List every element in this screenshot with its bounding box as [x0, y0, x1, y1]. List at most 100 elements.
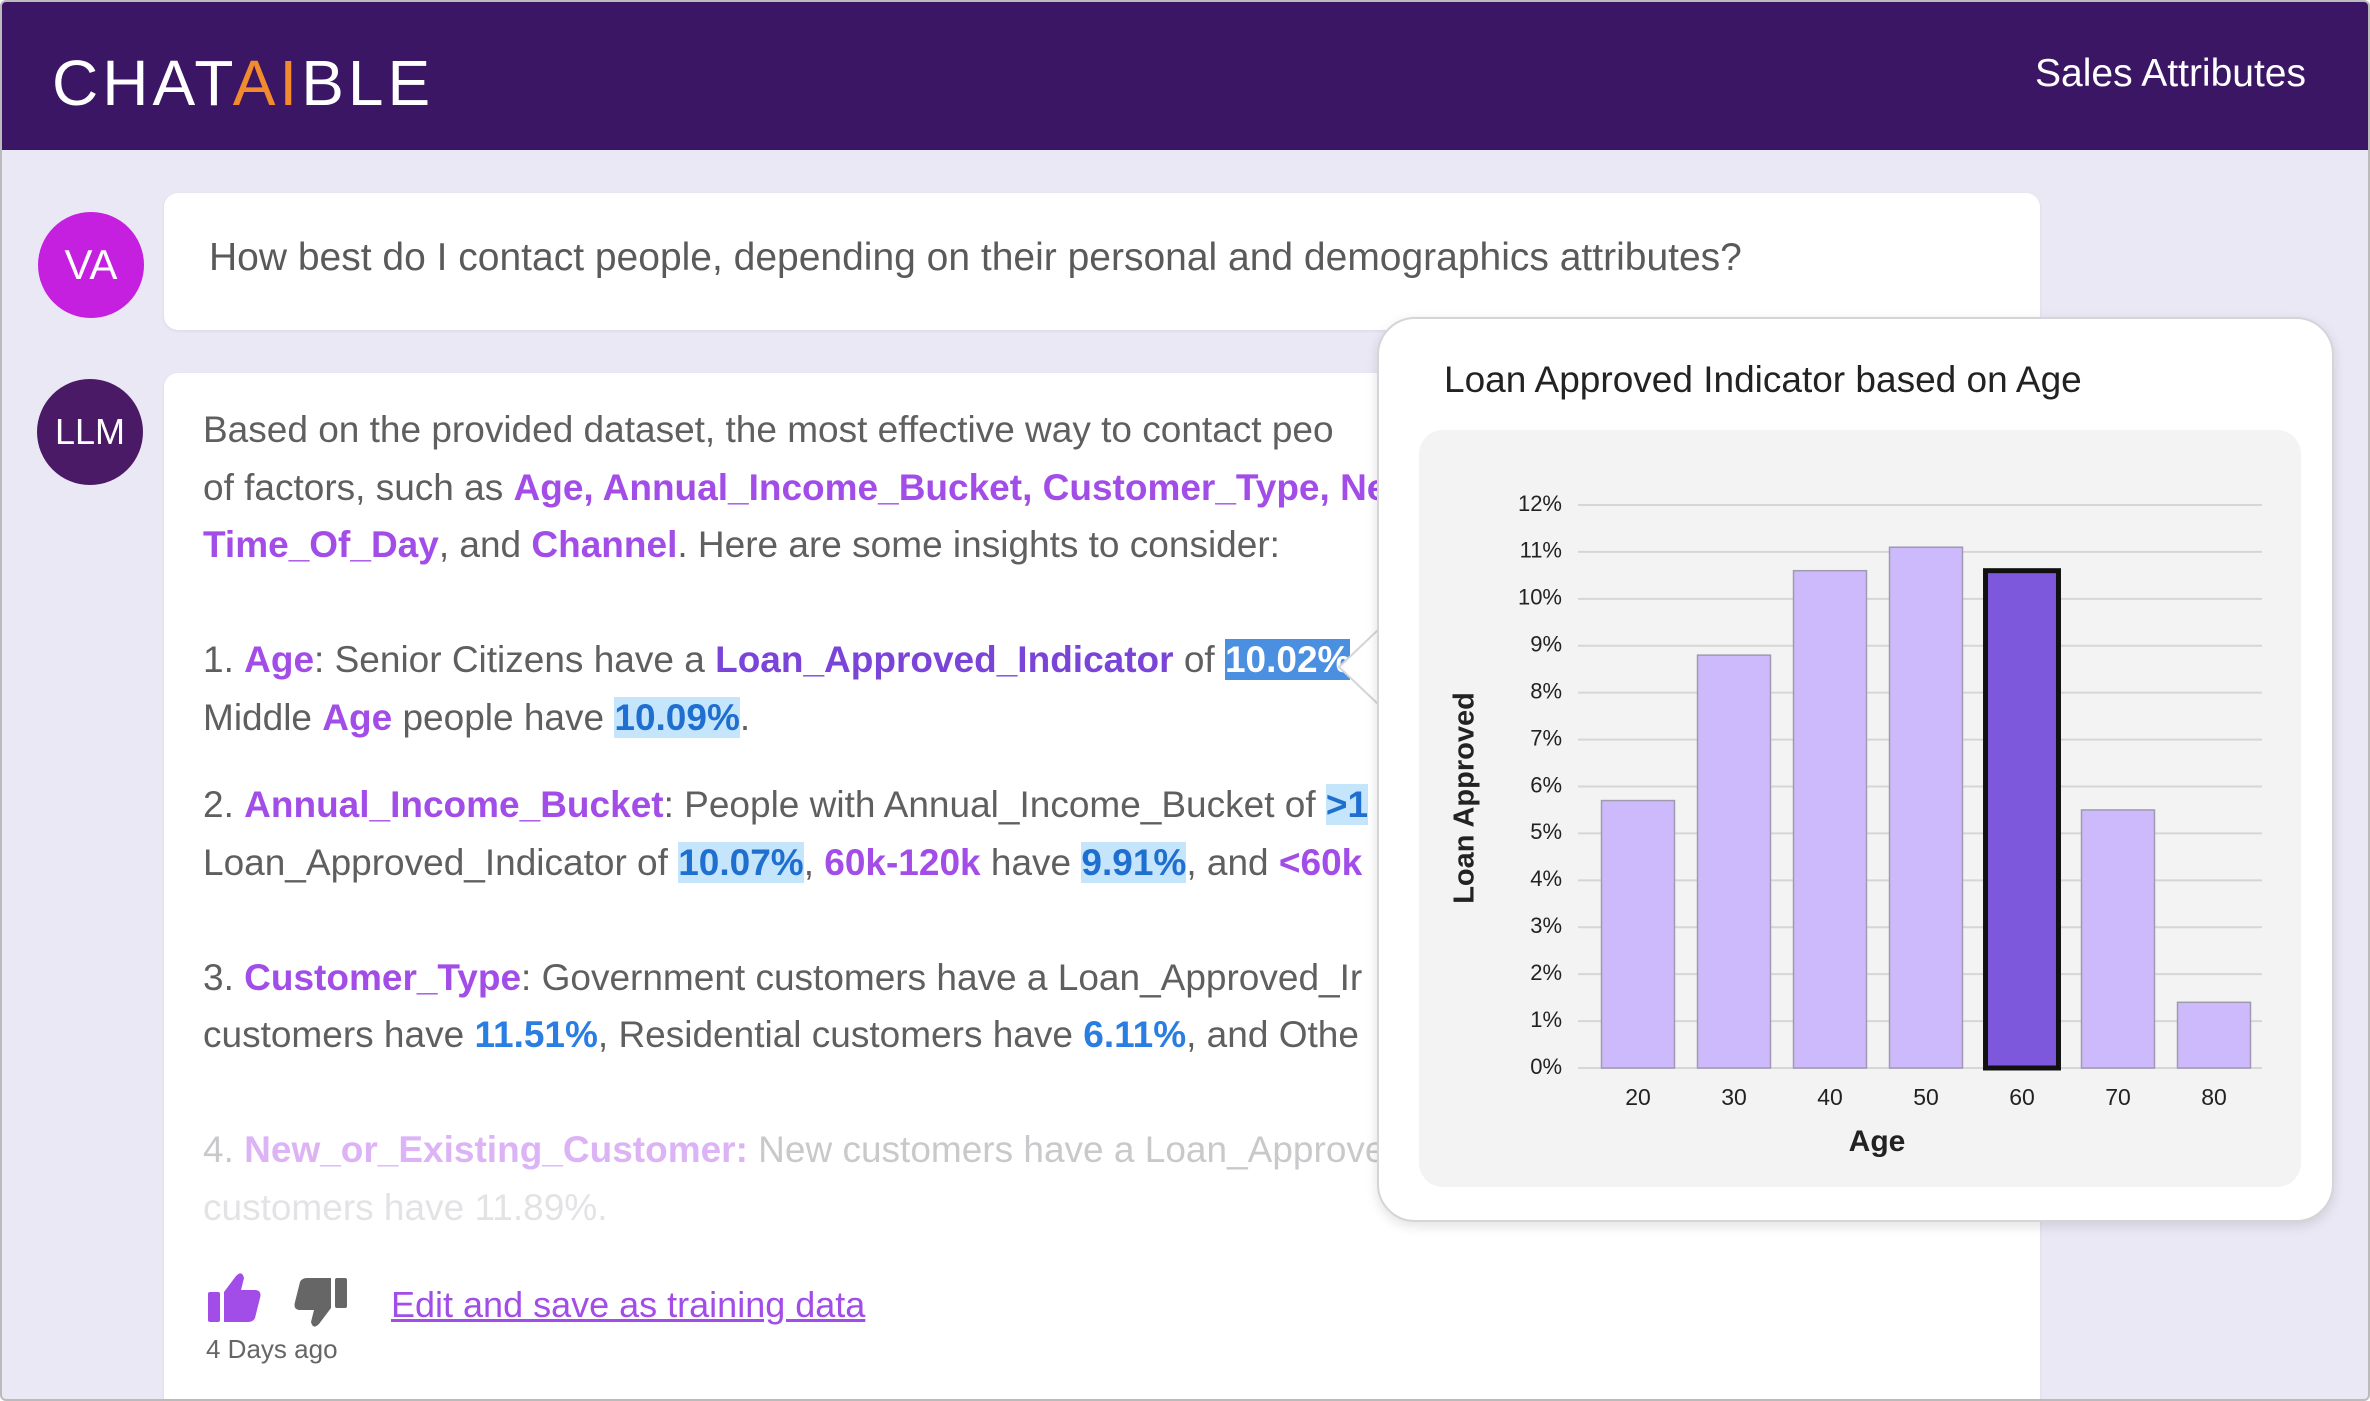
timestamp: 4 Days ago [206, 1334, 338, 1364]
text-segment: Based on the provided dataset, the most … [203, 409, 1334, 450]
text-segment: : Government customers have a Loan_Appro… [521, 957, 1363, 998]
response-line: 2. Annual_Income_Bucket: People with Ann… [203, 781, 1369, 829]
x-tick-label: 30 [1721, 1084, 1747, 1110]
text-segment: of factors, such as [203, 467, 514, 508]
text-segment: New_or_Existing_Customer: [244, 1129, 748, 1170]
popup-pointer [1337, 627, 1381, 707]
edit-training-link[interactable]: Edit and save as training data [391, 1284, 866, 1325]
y-tick-label: 1% [1530, 1007, 1562, 1032]
text-segment: >1 [1325, 784, 1369, 825]
text-segment: people have [392, 697, 615, 738]
text-segment: 4. [203, 1129, 245, 1170]
header: CHATAIBLE Sales Attributes [2, 2, 2368, 150]
y-tick-label: 2% [1530, 960, 1562, 985]
thumbs-down[interactable] [294, 1278, 348, 1327]
x-tick-label: 70 [2105, 1084, 2131, 1110]
text-segment: 1. [203, 639, 245, 680]
text-segment: , and [438, 524, 532, 565]
text-segment: Customer_Type [244, 957, 522, 998]
response-line: of factors, such as Age, Annual_Income_B… [203, 464, 1387, 512]
text-segment: 11.51% [474, 1014, 598, 1055]
text-segment: 2. [203, 784, 245, 825]
text-segment: Loan_Approved_Indicator of [203, 842, 679, 883]
logo[interactable]: CHATAIBLE [52, 46, 434, 120]
response-line: customers have 11.51%, Residential custo… [203, 1011, 1359, 1059]
bar [1696, 654, 1772, 1069]
text-segment: 10.07% [678, 842, 804, 883]
bar [1600, 799, 1676, 1069]
y-tick-label: 5% [1530, 819, 1562, 844]
x-tick-label: 60 [2009, 1084, 2035, 1110]
text-segment: Middle [203, 697, 323, 738]
text-segment: customers have [203, 1014, 475, 1055]
text-segment: Age [322, 697, 393, 738]
question-card [164, 193, 2040, 330]
x-tick-label: 20 [1625, 1084, 1651, 1110]
text-segment: Annual_Income_Bucket [244, 784, 664, 825]
text-segment: of [1173, 639, 1225, 680]
y-tick-label: 12% [1518, 491, 1562, 516]
chart: Loan Approved Indicator based on Age Loa… [1419, 359, 2301, 1187]
response-line: Based on the provided dataset, the most … [203, 406, 1334, 454]
bar [1983, 568, 2061, 1071]
text-segment: Age [244, 639, 315, 680]
page-title: Sales Attributes [2035, 52, 2306, 95]
x-tick-label: 40 [1817, 1084, 1843, 1110]
chart-title: Loan Approved Indicator based on Age [1444, 359, 2082, 400]
y-tick-label: 6% [1530, 772, 1562, 797]
response-line: 4. New_or_Existing_Customer: New custome… [203, 1126, 1385, 1174]
bot-avatar: LLM [37, 379, 143, 485]
text-segment: Channel [531, 524, 678, 565]
text-segment: , [803, 842, 825, 883]
text-segment: Time_Of_Day [203, 524, 439, 565]
feedback-icons [208, 1273, 348, 1327]
chart-popup: Loan Approved Indicator based on Age Loa… [1377, 317, 2334, 1222]
bar [2176, 1001, 2252, 1069]
thumbs-up[interactable] [208, 1273, 261, 1322]
logo-text: CHAT [52, 47, 233, 119]
text-segment: 10.02% [1224, 639, 1351, 680]
x-tick-label: 80 [2201, 1084, 2227, 1110]
text-segment: 6.11% [1083, 1014, 1187, 1055]
text-segment: . [739, 697, 751, 738]
text-segment: Loan_Approved_Indicator [715, 639, 1174, 680]
text-segment: 3. [203, 957, 245, 998]
y-tick-label: 9% [1530, 632, 1562, 657]
response-line: 3. Customer_Type: Government customers h… [203, 954, 1362, 1002]
text-segment: , and [1186, 842, 1279, 883]
user-avatar: VA [38, 212, 144, 318]
text-segment: , Residential customers have [597, 1014, 1084, 1055]
text-segment: New customers have a Loan_Approve [747, 1129, 1386, 1170]
bar [1888, 546, 1964, 1069]
text-segment: : People with Annual_Income_Bucket of [663, 784, 1326, 825]
y-tick-label: 11% [1520, 538, 1562, 563]
text-segment: 60k-120k [824, 842, 981, 883]
logo-text: BLE [301, 47, 435, 119]
response-line: customers have 11.89%. [203, 1184, 607, 1232]
bar [2080, 809, 2156, 1069]
text-segment: , and Othe [1186, 1014, 1359, 1055]
x-tick-label: 50 [1913, 1084, 1939, 1110]
y-tick-label: 7% [1530, 725, 1562, 750]
text-segment: . Here are some insights to consider: [677, 524, 1280, 565]
y-tick-label: 3% [1530, 913, 1562, 938]
y-tick-label: 0% [1530, 1054, 1562, 1079]
response-line: 1. Age: Senior Citizens have a Loan_Appr… [203, 636, 1351, 684]
y-tick-label: 8% [1530, 678, 1562, 703]
text-segment: 9.91% [1081, 842, 1187, 883]
bar [1792, 569, 1868, 1069]
y-axis-label: Loan Approved [1449, 692, 1481, 904]
response-line: Loan_Approved_Indicator of 10.07%, 60k-1… [203, 839, 1362, 887]
question-text: How best do I contact people, depending … [209, 236, 1742, 279]
text-segment: customers have 11.89%. [203, 1187, 608, 1228]
text-segment: 10.09% [614, 697, 740, 738]
y-tick-label: 4% [1530, 866, 1562, 891]
response-line: Time_Of_Day, and Channel. Here are some … [203, 521, 1280, 569]
text-segment: : Senior Citizens have a [314, 639, 716, 680]
text-segment: have [980, 842, 1082, 883]
y-tick-label: 10% [1518, 585, 1562, 610]
response-line: Middle Age people have 10.09%. [203, 694, 750, 742]
x-axis-label: Age [1849, 1125, 1906, 1158]
text-segment: <60k [1278, 842, 1363, 883]
